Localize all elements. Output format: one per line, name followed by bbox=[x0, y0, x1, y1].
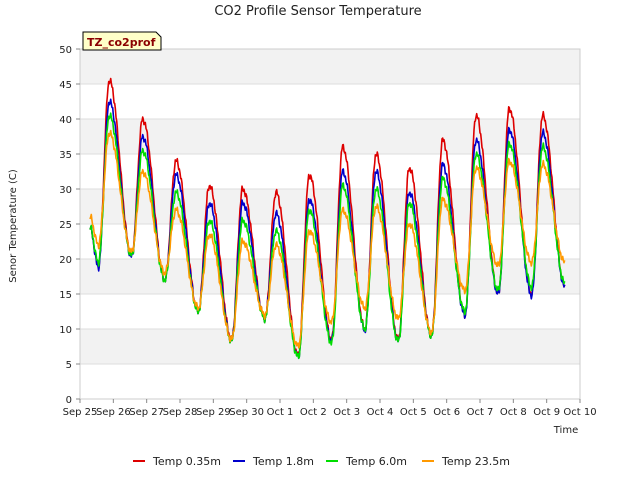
y-tick-label: 50 bbox=[59, 45, 72, 56]
x-tick-label: Oct 8 bbox=[500, 407, 527, 418]
gridlines bbox=[80, 48, 580, 400]
y-axis-ticks: 0 5 10 15 20 25 30 35 40 45 50 bbox=[59, 45, 80, 406]
legend-label: Temp 6.0m bbox=[345, 455, 407, 468]
x-tick-label: Sep 28 bbox=[163, 407, 198, 418]
x-tick-label: Oct 2 bbox=[300, 407, 327, 418]
chart-title: CO2 Profile Sensor Temperature bbox=[214, 4, 421, 19]
x-tick-label: Oct 5 bbox=[400, 407, 427, 418]
site-label-box: TZ_co2prof bbox=[82, 31, 162, 51]
x-tick-label: Sep 30 bbox=[229, 407, 264, 418]
y-tick-label: 0 bbox=[66, 395, 72, 406]
x-tick-label: Oct 3 bbox=[333, 407, 360, 418]
x-tick-label: Sep 29 bbox=[196, 407, 231, 418]
y-tick-label: 5 bbox=[66, 360, 72, 371]
legend-label: Temp 0.35m bbox=[152, 455, 221, 468]
series-lines bbox=[89, 77, 566, 360]
legend-label: Temp 1.8m bbox=[252, 455, 314, 468]
x-axis-title: Time bbox=[553, 425, 578, 436]
plot-band bbox=[80, 189, 580, 224]
x-tick-label: Sep 27 bbox=[129, 407, 164, 418]
x-tick-label: Oct 4 bbox=[367, 407, 394, 418]
y-tick-label: 45 bbox=[59, 80, 72, 91]
y-tick-label: 25 bbox=[59, 220, 72, 231]
x-tick-label: Oct 7 bbox=[467, 407, 494, 418]
y-tick-label: 15 bbox=[59, 290, 72, 301]
plot-band bbox=[80, 259, 580, 294]
y-tick-label: 35 bbox=[59, 150, 72, 161]
y-tick-label: 10 bbox=[59, 325, 72, 336]
y-axis-title: Senor Temperature (C) bbox=[8, 169, 19, 283]
series-line-3 bbox=[89, 129, 566, 349]
x-tick-label: Oct 10 bbox=[563, 407, 596, 418]
legend-label: Temp 23.5m bbox=[441, 455, 510, 468]
plot-band bbox=[80, 329, 580, 364]
y-tick-label: 40 bbox=[59, 115, 72, 126]
x-tick-label: Sep 25 bbox=[63, 407, 98, 418]
y-tick-label: 20 bbox=[59, 255, 72, 266]
site-label: TZ_co2prof bbox=[87, 36, 156, 49]
plot-band bbox=[80, 119, 580, 154]
x-tick-label: Oct 6 bbox=[433, 407, 460, 418]
y-tick-label: 30 bbox=[59, 185, 72, 196]
x-tick-label: Oct 1 bbox=[267, 407, 294, 418]
legend: Temp 0.35m Temp 1.8m Temp 6.0m Temp 23.5m bbox=[133, 455, 510, 468]
x-tick-label: Oct 9 bbox=[533, 407, 560, 418]
x-tick-label: Sep 26 bbox=[96, 407, 131, 418]
plot-band bbox=[80, 49, 580, 84]
